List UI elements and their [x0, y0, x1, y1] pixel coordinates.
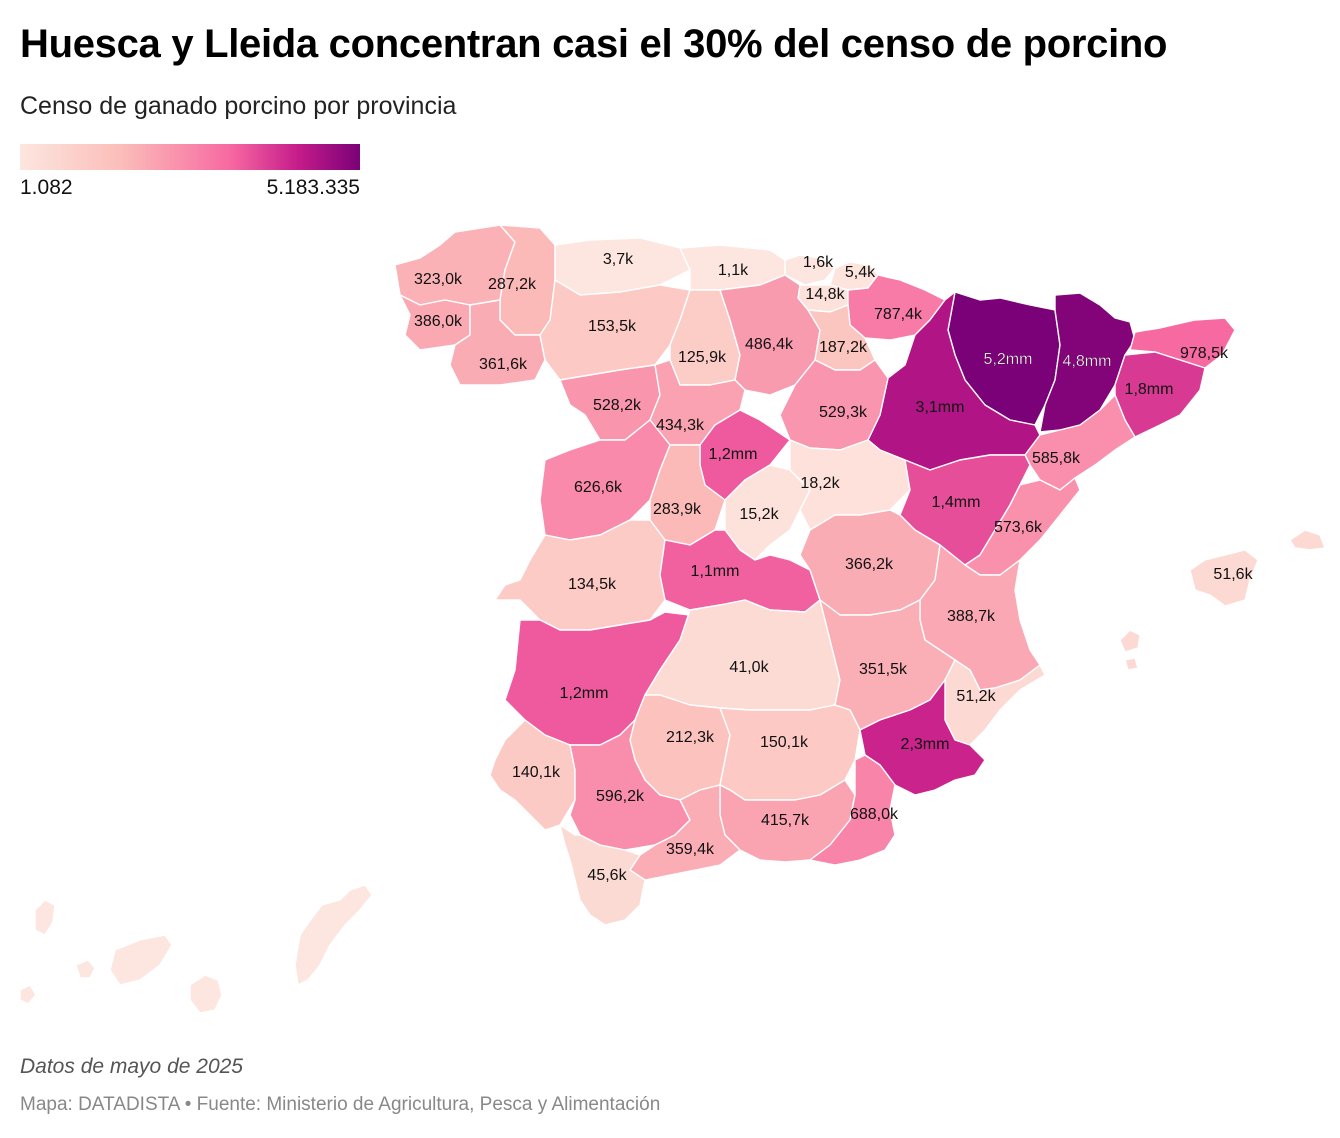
value-label-teruel: 1,4mm [932, 494, 981, 511]
value-label-huelva: 140,1k [512, 764, 561, 781]
value-label-zamora: 528,2k [593, 397, 642, 414]
province-barcelona[interactable] [1114, 351, 1206, 438]
province-girona[interactable] [1129, 317, 1236, 369]
value-label-cuenca: 366,2k [845, 556, 894, 573]
value-label-alicante: 51,2k [956, 688, 996, 705]
value-label-jaen: 150,1k [760, 734, 809, 751]
province-santa-cruz-de-tenerife-island[interactable] [19, 984, 37, 1005]
value-label-ourense: 361,6k [479, 356, 528, 373]
value-label-huesca: 5,2mm [984, 351, 1033, 368]
value-label-almeria: 688,0k [850, 806, 899, 823]
value-label-cordoba: 212,3k [666, 729, 715, 746]
chart-title: Huesca y Lleida concentran casi el 30% d… [20, 22, 1168, 66]
value-label-valladolid: 434,3k [656, 417, 705, 434]
province-las-palmas-island[interactable] [189, 974, 223, 1014]
value-label-madrid: 15,2k [739, 506, 779, 523]
province-baleares-island[interactable] [1289, 529, 1326, 551]
value-label-la-rioja: 187,2k [819, 339, 868, 356]
value-label-castellon: 573,6k [994, 519, 1043, 536]
value-label-salamanca: 626,6k [574, 479, 623, 496]
province-santa-cruz-de-tenerife-island[interactable] [75, 959, 96, 979]
value-label-gipuzkoa: 5,4k [845, 264, 876, 281]
source-credit: Mapa: DATADISTA • Fuente: Ministerio de … [20, 1094, 661, 1115]
value-label-guadalajara: 18,2k [800, 475, 840, 492]
province-avila[interactable] [649, 444, 726, 546]
value-label-granada: 415,7k [761, 812, 810, 829]
value-label-cantabria: 1,1k [718, 262, 749, 279]
value-label-araba: 14,8k [805, 286, 845, 303]
value-label-sevilla: 596,2k [596, 788, 645, 805]
province-shapes [19, 224, 1326, 1014]
province-almeria[interactable] [809, 754, 896, 866]
value-label-burgos: 486,4k [745, 336, 794, 353]
value-label-palencia: 125,9k [678, 349, 727, 366]
legend-max-label: 5.183.335 [266, 176, 360, 199]
value-label-barcelona: 1,8mm [1125, 381, 1174, 398]
value-label-caceres: 134,5k [568, 576, 617, 593]
data-date-note: Datos de mayo de 2025 [20, 1055, 243, 1078]
value-label-bizkaia: 1,6k [803, 254, 834, 271]
color-legend: 1.082 5.183.335 [20, 144, 360, 199]
value-label-toledo: 1,1mm [691, 563, 740, 580]
value-label-murcia: 2,3mm [901, 736, 950, 753]
province-huelva[interactable] [489, 719, 576, 831]
value-label-asturias: 3,7k [603, 251, 634, 268]
value-label-soria: 529,3k [819, 404, 868, 421]
legend-min-label: 1.082 [20, 176, 73, 199]
value-label-navarra: 787,4k [874, 306, 923, 323]
value-label-valencia: 388,7k [947, 608, 996, 625]
value-label-cadiz: 45,6k [587, 867, 627, 884]
value-label-leon: 153,5k [588, 318, 637, 335]
province-malaga[interactable] [629, 784, 741, 881]
value-label-girona: 978,5k [1180, 345, 1229, 362]
value-label-segovia: 1,2mm [709, 446, 758, 463]
chart-subtitle: Censo de ganado porcino por provincia [20, 92, 457, 120]
province-baleares-island[interactable] [1124, 657, 1139, 671]
province-baleares[interactable] [1189, 549, 1259, 607]
value-label-avila: 283,9k [653, 501, 702, 518]
province-santa-cruz-de-tenerife[interactable] [109, 934, 173, 986]
value-label-lleida: 4,8mm [1063, 353, 1112, 370]
value-label-lugo: 287,2k [488, 276, 537, 293]
value-label-tarragona: 585,8k [1032, 450, 1081, 467]
value-label-albacete: 351,5k [859, 661, 908, 678]
province-madrid[interactable] [724, 464, 811, 561]
province-santa-cruz-de-tenerife-island[interactable] [34, 899, 56, 936]
province-baleares-island[interactable] [1119, 629, 1141, 653]
province-tarragona[interactable] [1024, 394, 1136, 491]
value-label-malaga: 359,4k [666, 841, 715, 858]
legend-gradient-bar [20, 144, 360, 170]
value-label-baleares: 51,6k [1213, 566, 1253, 583]
province-las-palmas[interactable] [294, 884, 373, 986]
province-castellon[interactable] [964, 477, 1081, 576]
value-label-ciudad-real: 41,0k [729, 659, 769, 676]
value-label-a-coruna: 323,0k [414, 271, 463, 288]
province-cadiz[interactable] [559, 824, 646, 926]
value-label-pontevedra: 386,0k [414, 313, 463, 330]
value-label-zaragoza: 3,1mm [916, 399, 965, 416]
value-label-badajoz: 1,2mm [560, 685, 609, 702]
